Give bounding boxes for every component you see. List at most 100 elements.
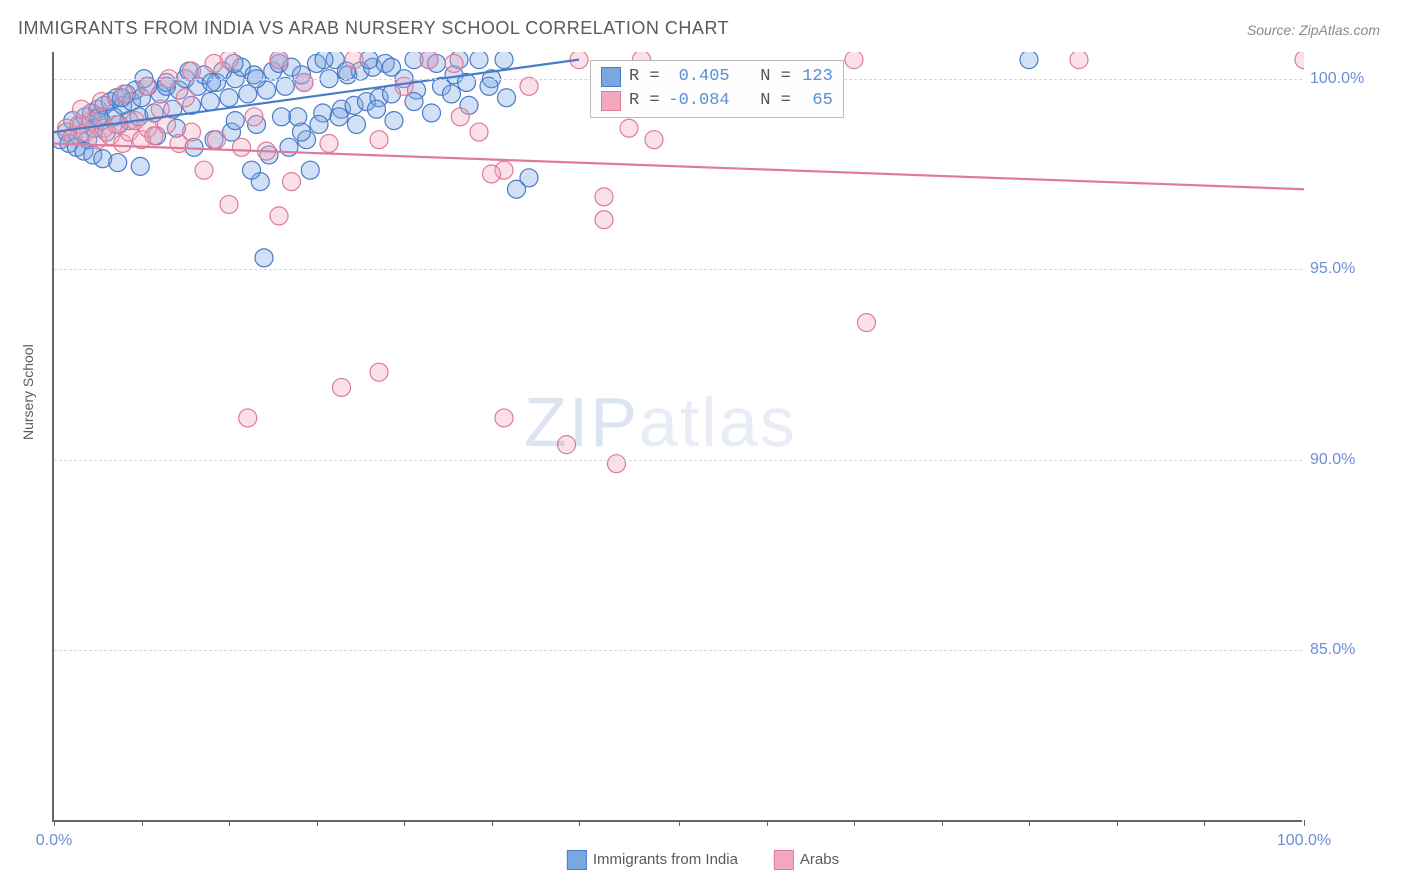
scatter-point bbox=[201, 93, 219, 111]
scatter-point bbox=[395, 77, 413, 95]
scatter-point bbox=[220, 195, 238, 213]
y-tick-label: 95.0% bbox=[1310, 260, 1380, 278]
scatter-point bbox=[420, 52, 438, 69]
scatter-point bbox=[645, 131, 663, 149]
correlation-row: R = -0.084 N = 65 bbox=[601, 89, 833, 113]
y-tick-label: 90.0% bbox=[1310, 451, 1380, 469]
x-tick bbox=[229, 820, 230, 826]
gridline bbox=[54, 269, 1302, 270]
x-tick bbox=[854, 820, 855, 826]
x-tick bbox=[142, 820, 143, 826]
scatter-point bbox=[370, 363, 388, 381]
scatter-point bbox=[270, 52, 288, 69]
x-tick bbox=[1204, 820, 1205, 826]
x-tick bbox=[1117, 820, 1118, 826]
scatter-point bbox=[138, 77, 156, 95]
scatter-point bbox=[93, 93, 111, 111]
scatter-point bbox=[370, 131, 388, 149]
scatter-point bbox=[176, 89, 194, 107]
x-tick bbox=[767, 820, 768, 826]
scatter-point bbox=[293, 123, 311, 141]
r-label: R = bbox=[629, 89, 660, 113]
scatter-point bbox=[495, 409, 513, 427]
scatter-point bbox=[203, 73, 221, 91]
scatter-point bbox=[385, 112, 403, 130]
scatter-point bbox=[243, 161, 261, 179]
x-tick bbox=[404, 820, 405, 826]
scatter-point bbox=[858, 314, 876, 332]
scatter-point bbox=[348, 115, 366, 133]
correlation-box: R = 0.405 N = 123R = -0.084 N = 65 bbox=[590, 60, 844, 118]
legend-swatch bbox=[567, 850, 587, 870]
scatter-point bbox=[845, 52, 863, 69]
scatter-point bbox=[131, 157, 149, 175]
scatter-point bbox=[620, 119, 638, 137]
scatter-point bbox=[520, 77, 538, 95]
scatter-point bbox=[320, 134, 338, 152]
scatter-point bbox=[368, 100, 386, 118]
scatter-point bbox=[520, 169, 538, 187]
chart-svg bbox=[54, 52, 1304, 822]
scatter-point bbox=[183, 62, 201, 80]
scatter-point bbox=[498, 89, 516, 107]
x-tick bbox=[679, 820, 680, 826]
scatter-point bbox=[205, 54, 223, 72]
n-value: 123 bbox=[791, 65, 833, 89]
x-tick-label: 0.0% bbox=[36, 832, 72, 850]
x-tick bbox=[317, 820, 318, 826]
scatter-point bbox=[1070, 52, 1088, 69]
scatter-point bbox=[283, 173, 301, 191]
y-tick-label: 85.0% bbox=[1310, 641, 1380, 659]
scatter-point bbox=[608, 455, 626, 473]
scatter-point bbox=[405, 93, 423, 111]
y-axis-label: Nursery School bbox=[20, 344, 36, 440]
scatter-point bbox=[1020, 52, 1038, 69]
legend-item: Arabs bbox=[774, 850, 839, 870]
x-tick bbox=[492, 820, 493, 826]
scatter-point bbox=[301, 161, 319, 179]
scatter-point bbox=[558, 436, 576, 454]
plot-area: ZIPatlas 85.0%90.0%95.0%100.0%0.0%100.0% bbox=[52, 52, 1302, 822]
legend-swatch bbox=[601, 91, 621, 111]
source-attribution: Source: ZipAtlas.com bbox=[1247, 22, 1380, 38]
scatter-point bbox=[255, 249, 273, 267]
chart-title: IMMIGRANTS FROM INDIA VS ARAB NURSERY SC… bbox=[18, 18, 729, 39]
scatter-point bbox=[451, 108, 469, 126]
legend-label: Immigrants from India bbox=[593, 851, 738, 868]
scatter-point bbox=[595, 211, 613, 229]
x-tick bbox=[1304, 820, 1305, 826]
scatter-point bbox=[480, 77, 498, 95]
scatter-point bbox=[233, 138, 251, 156]
scatter-point bbox=[470, 123, 488, 141]
scatter-point bbox=[310, 115, 328, 133]
r-label: R = bbox=[629, 65, 660, 89]
scatter-point bbox=[273, 108, 291, 126]
x-tick bbox=[579, 820, 580, 826]
r-value: 0.405 bbox=[660, 65, 730, 89]
scatter-point bbox=[1295, 52, 1304, 69]
scatter-point bbox=[423, 104, 441, 122]
scatter-point bbox=[276, 77, 294, 95]
x-tick bbox=[1029, 820, 1030, 826]
scatter-point bbox=[245, 108, 263, 126]
scatter-point bbox=[470, 52, 488, 69]
scatter-point bbox=[109, 154, 127, 172]
correlation-row: R = 0.405 N = 123 bbox=[601, 65, 833, 89]
scatter-point bbox=[483, 165, 501, 183]
scatter-point bbox=[443, 85, 461, 103]
x-tick-label: 100.0% bbox=[1277, 832, 1331, 850]
legend-bottom: Immigrants from India Arabs bbox=[567, 850, 839, 870]
scatter-point bbox=[330, 108, 348, 126]
legend-swatch bbox=[774, 850, 794, 870]
scatter-point bbox=[226, 112, 244, 130]
scatter-point bbox=[239, 409, 257, 427]
legend-swatch bbox=[601, 67, 621, 87]
scatter-point bbox=[295, 73, 313, 91]
gridline bbox=[54, 460, 1302, 461]
scatter-point bbox=[195, 161, 213, 179]
scatter-point bbox=[315, 52, 333, 69]
scatter-point bbox=[333, 378, 351, 396]
x-tick bbox=[54, 820, 55, 826]
scatter-point bbox=[220, 89, 238, 107]
scatter-point bbox=[183, 123, 201, 141]
